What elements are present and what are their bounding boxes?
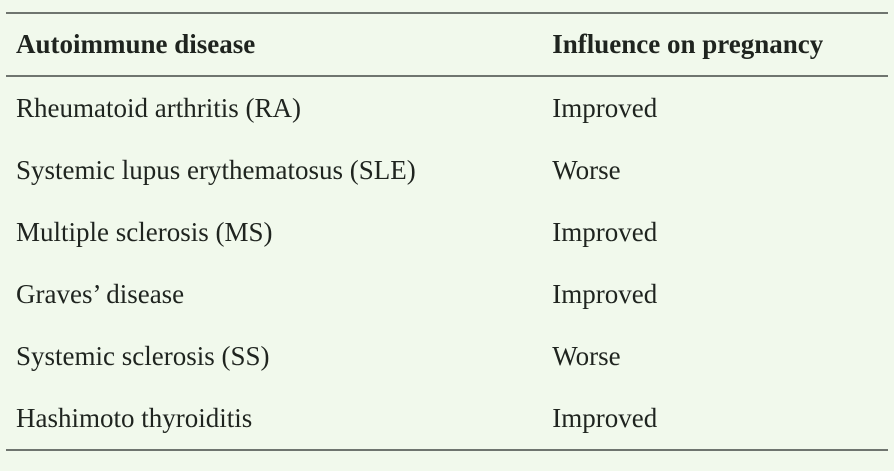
table-row: Systemic sclerosis (SS) Worse [6, 325, 888, 387]
influence-cell: Improved [552, 217, 658, 247]
table-row: Multiple sclerosis (MS) Improved [6, 201, 888, 263]
table-row: Rheumatoid arthritis (RA) Improved [6, 76, 888, 139]
table-row: Hashimoto thyroiditis Improved [6, 387, 888, 450]
influence-cell: Improved [552, 279, 658, 309]
disease-cell: Graves’ disease [16, 279, 185, 309]
column-header-disease: Autoimmune disease [6, 13, 543, 77]
disease-cell: Systemic lupus erythematosus (SLE) [16, 155, 416, 185]
autoimmune-pregnancy-table: Autoimmune disease Influence on pregnanc… [6, 12, 888, 451]
influence-cell: Improved [552, 403, 658, 433]
disease-cell: Systemic sclerosis (SS) [16, 341, 270, 371]
table-row: Systemic lupus erythematosus (SLE) Worse [6, 139, 888, 201]
table-row: Graves’ disease Improved [6, 263, 888, 325]
disease-cell: Rheumatoid arthritis (RA) [16, 93, 301, 123]
influence-cell: Worse [552, 155, 621, 185]
table-header-row: Autoimmune disease Influence on pregnanc… [6, 13, 888, 77]
influence-cell: Improved [552, 93, 658, 123]
disease-cell: Multiple sclerosis (MS) [16, 217, 273, 247]
column-header-influence: Influence on pregnancy [542, 13, 888, 77]
influence-cell: Worse [552, 341, 621, 371]
disease-cell: Hashimoto thyroiditis [16, 403, 253, 433]
